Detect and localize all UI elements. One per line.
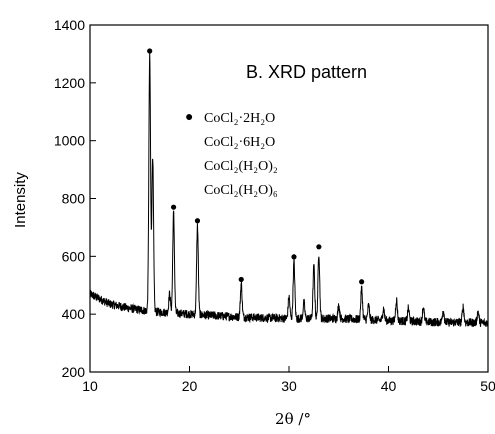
x-tick-label: 10 bbox=[82, 378, 98, 394]
peak-marker bbox=[316, 244, 322, 250]
x-axis-label: 2θ /° bbox=[275, 410, 311, 428]
legend-entry: CoCl₂·6H₂O bbox=[204, 135, 275, 150]
y-tick-label: 600 bbox=[62, 248, 86, 264]
chart-title: B. XRD pattern bbox=[246, 62, 367, 82]
legend: ● CoCl₂·2H₂O CoCl₂·6H₂O CoCl₂(H₂O)₂ CoCl… bbox=[185, 110, 278, 198]
x-tick-label: 30 bbox=[281, 378, 297, 394]
peak-marker bbox=[238, 276, 244, 283]
peak-marker bbox=[291, 254, 297, 260]
x-tick-label: 20 bbox=[182, 378, 198, 394]
x-axis: 10 20 30 40 50 bbox=[82, 366, 495, 394]
xrd-trace bbox=[89, 52, 489, 328]
legend-entry: CoCl₂·2H₂O bbox=[204, 111, 275, 126]
peak-marker bbox=[170, 204, 177, 210]
x-tick-label: 40 bbox=[381, 378, 397, 394]
y-tick-label: 800 bbox=[62, 191, 86, 207]
y-tick-label: 1400 bbox=[54, 17, 85, 33]
y-axis: 200 400 600 800 1000 1200 1400 bbox=[54, 17, 96, 380]
peak-marker bbox=[194, 218, 201, 224]
legend-entry: CoCl₂(H₂O)₂ bbox=[204, 159, 278, 174]
legend-marker: ● bbox=[185, 110, 193, 125]
peak-marker bbox=[359, 279, 365, 285]
x-tick-label: 50 bbox=[480, 378, 495, 394]
peak-marker bbox=[147, 48, 153, 54]
legend-entry: CoCl₂(H₂O)₆ bbox=[204, 183, 278, 198]
y-tick-label: 1200 bbox=[54, 75, 85, 91]
y-tick-label: 1000 bbox=[54, 133, 85, 149]
y-axis-label: Intensity bbox=[12, 172, 29, 228]
y-tick-label: 400 bbox=[62, 306, 86, 322]
y-tick-label: 200 bbox=[62, 364, 86, 380]
plot-area bbox=[89, 48, 489, 328]
